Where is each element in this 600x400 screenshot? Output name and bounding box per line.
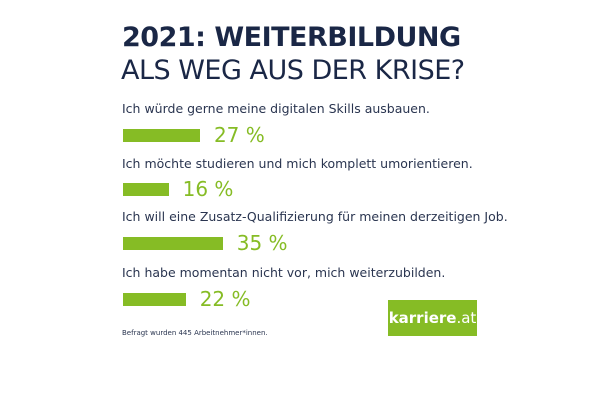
bar [123,293,186,306]
value-label: 16 % [182,177,234,201]
bar [123,183,169,196]
value-label: 35 % [236,231,288,255]
value-label: 22 % [199,287,251,311]
logo-name: karriere [388,309,457,327]
category-label: Ich will eine Zusatz-Qualifizierung für … [122,209,508,224]
bar [123,237,223,250]
value-label: 27 % [213,123,265,147]
chart-subtitle: ALS WEG AUS DER KRISE? [121,55,465,86]
category-label: Ich würde gerne meine digitalen Skills a… [122,101,430,116]
category-label: Ich habe momentan nicht vor, mich weiter… [122,265,446,280]
bar [123,129,200,142]
logo-tld: .at [456,309,477,327]
karriere-logo: karriere .at [388,300,477,336]
chart-title: 2021: WEITERBILDUNG [122,22,461,53]
category-label: Ich möchte studieren und mich komplett u… [122,156,473,171]
footnote: Befragt wurden 445 Arbeitnehmer*innen. [122,329,268,337]
